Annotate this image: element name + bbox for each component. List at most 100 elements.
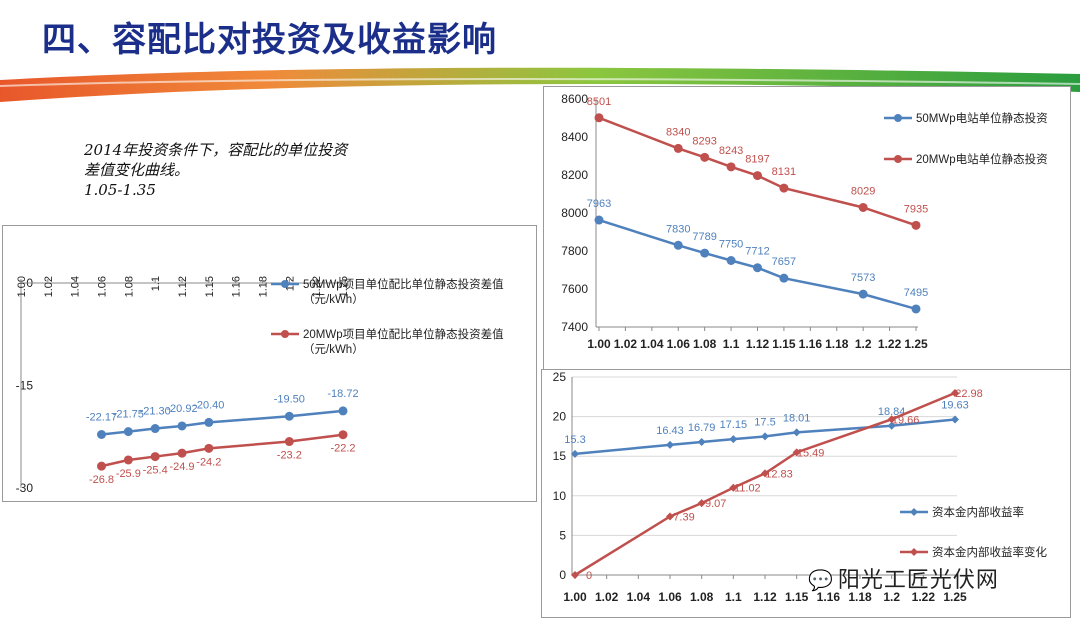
data-label: 7830 xyxy=(666,223,690,235)
x-tick-label: 1.04 xyxy=(627,590,651,604)
legend-marker xyxy=(894,155,902,163)
x-tick-label: 1.08 xyxy=(123,276,135,297)
x-tick-label: 1.18 xyxy=(825,337,849,351)
wechat-icon: 💬 xyxy=(808,568,834,592)
data-point xyxy=(779,273,789,283)
x-tick-label: 1.2 xyxy=(883,590,900,604)
data-point xyxy=(150,424,160,434)
data-label: 17.5 xyxy=(754,416,775,428)
data-point xyxy=(726,256,736,265)
data-point xyxy=(951,388,959,397)
data-point xyxy=(753,263,762,273)
data-point xyxy=(858,289,868,299)
brand-watermark: 💬 阳光工匠光伏网 xyxy=(808,562,999,594)
y-tick-label: 8200 xyxy=(561,168,588,182)
legend-label: 50MWp项目单位配比单位静态投资差值 xyxy=(303,277,504,291)
data-label: 12.83 xyxy=(765,468,793,480)
x-tick-label: 1.1 xyxy=(725,590,742,604)
chart-panel-bottom-right: 25 20 15 10 5 0 1.00 1.02 1.04 1.06 1.08 1.1 1.12 1.1… xyxy=(541,369,1071,618)
brand-name: 阳光工匠光伏网 xyxy=(837,568,999,593)
legend-marker xyxy=(894,114,902,122)
y-tick-label: 5 xyxy=(559,528,566,542)
data-point xyxy=(700,152,710,162)
chart-note: 2014年投资条件下，容配比的单位投资 差值变化曲线。 1.05-1.35 xyxy=(84,140,347,200)
data-label: -21.75 xyxy=(113,409,144,421)
y-tick-label: -15 xyxy=(16,379,34,393)
note-line-2: 差值变化曲线。 xyxy=(84,161,190,179)
header-banner xyxy=(0,67,1080,102)
x-tick-label: 1.02 xyxy=(595,590,619,604)
x-tick-label: 1.15 xyxy=(785,590,809,604)
legend-label: 资本金内部收益率变化 xyxy=(932,545,1047,559)
data-point xyxy=(887,421,896,430)
data-point xyxy=(761,432,769,441)
series-line-1 xyxy=(598,218,917,311)
y-tick-label: 10 xyxy=(553,489,567,503)
x-tick-label: 1.15 xyxy=(772,337,796,351)
legend-label: （元/kWh） xyxy=(303,293,364,306)
data-label: 11.02 xyxy=(734,483,761,495)
data-point xyxy=(729,483,738,492)
x-tick-label: 1.06 xyxy=(97,276,109,297)
legend-marker xyxy=(910,508,918,516)
legend-label: （元/kWh） xyxy=(303,343,364,356)
x-tick-label: 1.00 xyxy=(563,590,587,604)
data-point xyxy=(753,171,762,181)
x-tick-label: 1.02 xyxy=(43,276,55,297)
data-label: 7573 xyxy=(851,272,875,284)
data-point xyxy=(123,455,133,465)
data-label: 7495 xyxy=(904,287,928,299)
data-label: -25.9 xyxy=(116,468,141,480)
legend-label: 20MWp电站单位静态投资 xyxy=(916,152,1048,166)
x-tick-label: 1.15 xyxy=(204,276,216,297)
data-label: 8131 xyxy=(772,166,796,178)
data-point xyxy=(571,571,579,579)
series-line-1 xyxy=(574,418,956,456)
data-point xyxy=(338,430,348,440)
data-label: 16.43 xyxy=(656,425,684,437)
data-label: -22.17 xyxy=(86,411,117,423)
legend-label: 资本金内部收益率 xyxy=(932,505,1024,519)
data-label: -20.40 xyxy=(193,399,224,411)
y-tick-label: 20 xyxy=(553,410,567,424)
x-tick-label: 1.25 xyxy=(338,276,350,297)
legend-marker xyxy=(281,330,289,338)
x-tick-label: 1.04 xyxy=(640,337,664,351)
data-label: -21.30 xyxy=(140,406,171,418)
x-tick-label: 1.02 xyxy=(614,337,638,351)
data-point xyxy=(338,406,348,416)
data-point xyxy=(673,143,683,153)
x-tick-label: 1.16 xyxy=(799,337,823,351)
data-point xyxy=(97,461,106,471)
legend-marker xyxy=(281,280,289,288)
data-point xyxy=(284,411,294,421)
y-tick-label: 25 xyxy=(553,370,567,384)
data-point xyxy=(697,499,706,508)
data-label: 17.15 xyxy=(720,419,748,431)
data-point xyxy=(594,215,604,225)
data-label: 18.01 xyxy=(783,412,811,424)
data-label: 18.84 xyxy=(878,406,906,418)
data-point xyxy=(666,512,674,521)
data-point xyxy=(911,304,921,314)
x-tick-label: 1.08 xyxy=(693,337,717,351)
data-point xyxy=(204,417,214,427)
legend-label: 50MWp电站单位静态投资 xyxy=(916,111,1048,125)
data-label: 7935 xyxy=(904,203,928,215)
data-point xyxy=(858,202,868,212)
x-tick-label: 1.1 xyxy=(150,276,162,291)
chart-investment-difference: 0-15-301.00 1.02 1.04 1.06 1.08 1.1 1.12 1.15 1.… xyxy=(16,276,504,495)
data-label: -20.92 xyxy=(166,403,197,415)
data-label: -19.50 xyxy=(274,393,305,405)
data-label: 9.07 xyxy=(705,498,726,510)
note-line-1: 2014年投资条件下，容配比的单位投资 xyxy=(84,141,348,159)
data-label: 19.66 xyxy=(892,414,920,426)
data-point xyxy=(792,428,801,437)
x-tick-label: 1.12 xyxy=(753,590,777,604)
data-label: 22.98 xyxy=(955,388,983,400)
y-tick-label: 8000 xyxy=(561,206,588,220)
y-tick-label: 8600 xyxy=(561,92,588,106)
data-point xyxy=(666,440,674,449)
data-label: 8243 xyxy=(719,145,743,157)
data-point xyxy=(177,448,187,458)
